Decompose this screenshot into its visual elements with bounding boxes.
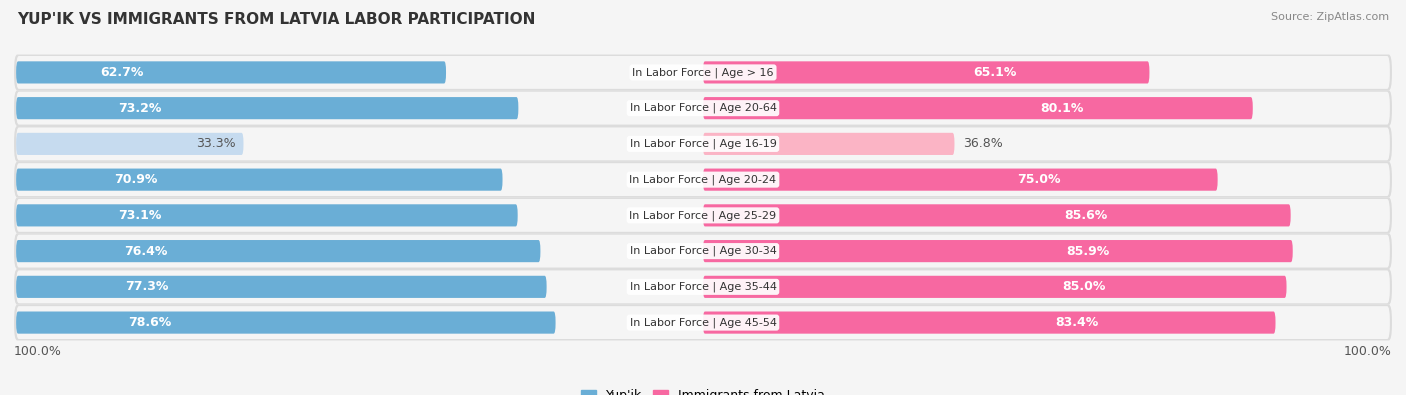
FancyBboxPatch shape [703,61,1150,83]
Text: In Labor Force | Age 45-54: In Labor Force | Age 45-54 [630,317,776,328]
FancyBboxPatch shape [703,133,955,155]
FancyBboxPatch shape [15,169,502,191]
FancyBboxPatch shape [15,163,1391,196]
FancyBboxPatch shape [15,61,446,83]
FancyBboxPatch shape [15,235,1391,267]
FancyBboxPatch shape [14,305,1392,340]
FancyBboxPatch shape [14,126,1392,162]
FancyBboxPatch shape [14,233,1392,269]
Text: In Labor Force | Age 16-19: In Labor Force | Age 16-19 [630,139,776,149]
FancyBboxPatch shape [15,97,519,119]
Text: 65.1%: 65.1% [973,66,1017,79]
FancyBboxPatch shape [15,199,1391,232]
Text: 36.8%: 36.8% [963,137,1002,150]
Text: 62.7%: 62.7% [100,66,143,79]
Text: 76.4%: 76.4% [124,245,167,258]
Text: 80.1%: 80.1% [1040,102,1084,115]
FancyBboxPatch shape [703,169,1218,191]
FancyBboxPatch shape [14,198,1392,233]
Text: Source: ZipAtlas.com: Source: ZipAtlas.com [1271,12,1389,22]
Text: 85.9%: 85.9% [1066,245,1109,258]
Text: 70.9%: 70.9% [114,173,157,186]
FancyBboxPatch shape [15,128,1391,160]
FancyBboxPatch shape [14,55,1392,90]
FancyBboxPatch shape [15,271,1391,303]
Text: 75.0%: 75.0% [1017,173,1060,186]
FancyBboxPatch shape [15,204,517,226]
FancyBboxPatch shape [15,92,1391,124]
FancyBboxPatch shape [15,56,1391,89]
FancyBboxPatch shape [703,312,1275,334]
FancyBboxPatch shape [703,204,1291,226]
Text: 33.3%: 33.3% [195,137,235,150]
Text: In Labor Force | Age > 16: In Labor Force | Age > 16 [633,67,773,78]
Text: 73.1%: 73.1% [118,209,162,222]
FancyBboxPatch shape [15,312,555,334]
FancyBboxPatch shape [15,240,540,262]
Text: 100.0%: 100.0% [1344,345,1392,358]
FancyBboxPatch shape [14,162,1392,198]
FancyBboxPatch shape [15,306,1391,339]
Text: 85.6%: 85.6% [1064,209,1108,222]
Text: 83.4%: 83.4% [1054,316,1098,329]
Text: YUP'IK VS IMMIGRANTS FROM LATVIA LABOR PARTICIPATION: YUP'IK VS IMMIGRANTS FROM LATVIA LABOR P… [17,12,536,27]
Text: 73.2%: 73.2% [118,102,162,115]
FancyBboxPatch shape [15,133,243,155]
Text: 100.0%: 100.0% [14,345,62,358]
Text: In Labor Force | Age 30-34: In Labor Force | Age 30-34 [630,246,776,256]
Text: In Labor Force | Age 20-24: In Labor Force | Age 20-24 [630,174,776,185]
Text: In Labor Force | Age 20-64: In Labor Force | Age 20-64 [630,103,776,113]
FancyBboxPatch shape [14,269,1392,305]
FancyBboxPatch shape [14,90,1392,126]
FancyBboxPatch shape [703,97,1253,119]
FancyBboxPatch shape [703,276,1286,298]
Text: 78.6%: 78.6% [128,316,172,329]
Text: In Labor Force | Age 35-44: In Labor Force | Age 35-44 [630,282,776,292]
Text: In Labor Force | Age 25-29: In Labor Force | Age 25-29 [630,210,776,221]
Text: 85.0%: 85.0% [1062,280,1105,293]
FancyBboxPatch shape [15,276,547,298]
Legend: Yup'ik, Immigrants from Latvia: Yup'ik, Immigrants from Latvia [576,384,830,395]
Text: 77.3%: 77.3% [125,280,169,293]
FancyBboxPatch shape [703,240,1292,262]
